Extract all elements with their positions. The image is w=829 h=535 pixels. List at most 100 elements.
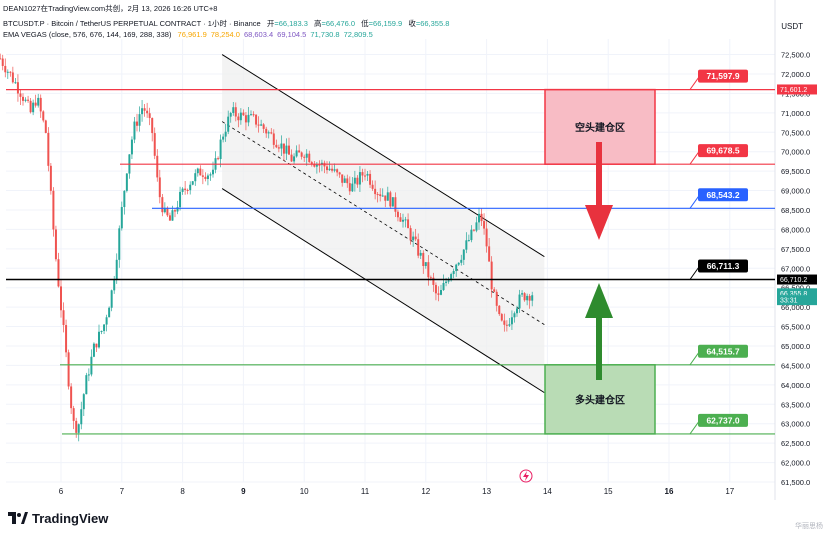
candle-body xyxy=(224,131,227,137)
candle-body xyxy=(217,158,220,160)
candle-body xyxy=(305,153,308,158)
candle-body xyxy=(237,116,240,121)
price-level-label: 69,678.5 xyxy=(706,146,739,156)
candle-body xyxy=(72,408,75,421)
ema-value: 69,104.5 xyxy=(277,30,307,39)
candle-body xyxy=(110,290,113,308)
tradingview-logo[interactable]: TradingView xyxy=(8,508,108,528)
candle-body xyxy=(462,249,465,260)
candle-body xyxy=(531,295,534,301)
candle-body xyxy=(141,108,144,115)
y-tick-label: 65,500.0 xyxy=(781,323,810,332)
y-tick-label: 68,500.0 xyxy=(781,206,810,215)
price-level-badge xyxy=(698,344,748,358)
candle-body xyxy=(181,188,184,192)
candle-body xyxy=(234,107,237,117)
y-tick-label: 63,000.0 xyxy=(781,420,810,429)
candle-body xyxy=(255,114,258,125)
candle-body xyxy=(280,143,283,149)
candle-body xyxy=(303,156,306,158)
lightning-icon[interactable] xyxy=(519,469,533,483)
axis-badge-label: 71,601.2 xyxy=(780,87,807,94)
x-tick-label: 15 xyxy=(604,487,613,496)
axis-badge-label: 66,355.8 xyxy=(780,291,807,298)
y-tick-label: 72,500.0 xyxy=(781,51,810,60)
candle-body xyxy=(412,236,415,241)
candle-body xyxy=(47,132,50,166)
candle-body xyxy=(163,207,166,213)
ohlc-close: 收=66,355.8 xyxy=(408,19,450,28)
y-tick-label: 68,000.0 xyxy=(781,225,810,234)
y-tick-label: 62,000.0 xyxy=(781,459,810,468)
candle-body xyxy=(98,331,100,348)
arrow-down-icon xyxy=(585,142,613,240)
candle-body xyxy=(465,240,468,250)
candle-body xyxy=(92,343,95,357)
y-tick-label: 65,000.0 xyxy=(781,342,810,351)
candle-body xyxy=(130,139,133,155)
candle-body xyxy=(80,409,83,425)
candle-body xyxy=(146,110,149,114)
candle-body xyxy=(318,164,321,166)
candle-body xyxy=(166,207,169,216)
candle-body xyxy=(176,207,179,212)
candle-body xyxy=(57,259,60,287)
ema-value: 72,809.5 xyxy=(343,30,373,39)
candle-body xyxy=(29,100,32,113)
candle-body xyxy=(526,295,529,301)
candle-body xyxy=(488,246,491,262)
candle-body xyxy=(452,271,455,275)
publish-info: DEAN1027在TradingView.com共创，2月 13, 2026 1… xyxy=(3,4,218,13)
candle-body xyxy=(22,96,24,101)
candle-body xyxy=(379,194,382,197)
candle-body xyxy=(358,172,361,185)
candle-body xyxy=(414,236,417,240)
ema-legend[interactable]: EMA VEGAS (close, 576, 676, 144, 169, 28… xyxy=(3,30,381,39)
y-tick-label: 67,000.0 xyxy=(781,264,810,273)
candle-body xyxy=(308,153,311,163)
y-tick-label: 70,000.0 xyxy=(781,148,810,157)
axis-badge-label: 33:31 xyxy=(780,298,798,305)
candle-body xyxy=(450,274,453,281)
ohlc-open: 开=66,183.3 xyxy=(266,19,308,28)
candle-body xyxy=(422,252,425,267)
candle-body xyxy=(239,112,242,121)
candle-body xyxy=(391,197,394,207)
arrow-up-icon xyxy=(585,283,613,380)
y-axis[interactable]: 72,500.072,000.071,500.071,000.070,500.0… xyxy=(781,51,810,487)
candlestick-series xyxy=(0,53,534,442)
candle-body xyxy=(417,239,420,256)
axis-badge xyxy=(777,288,817,299)
candle-body xyxy=(191,181,194,185)
candle-body xyxy=(85,375,88,395)
candle-body xyxy=(158,177,161,198)
candle-body xyxy=(252,114,255,116)
candle-body xyxy=(508,324,511,326)
price-level-label: 71,597.9 xyxy=(706,71,739,81)
x-tick-label: 12 xyxy=(421,487,430,496)
candle-body xyxy=(282,143,285,154)
price-level-badge xyxy=(698,259,748,273)
candle-body xyxy=(331,168,334,171)
candle-body xyxy=(250,114,252,116)
candle-body xyxy=(156,155,159,178)
candle-body xyxy=(523,293,526,301)
candle-body xyxy=(267,132,270,134)
x-tick-label: 10 xyxy=(300,487,309,496)
x-axis[interactable]: 6 7 8 9 10 11 12 13 14 15 16 17 xyxy=(59,487,735,496)
candle-body xyxy=(151,118,154,134)
candle-body xyxy=(70,386,73,409)
symbol-title[interactable]: BTCUSDT.P · Bitcoin / TetherUS PERPETUAL… xyxy=(3,19,261,28)
candle-body xyxy=(300,152,303,157)
ema-value: 76,961.9 xyxy=(177,30,207,39)
zone-label: 空头建仓区 xyxy=(575,121,625,134)
candle-body xyxy=(402,219,404,222)
candle-body xyxy=(376,194,379,196)
candle-body xyxy=(16,82,19,94)
candle-body xyxy=(27,99,30,101)
y-tick-label: 66,000.0 xyxy=(781,303,810,312)
candle-body xyxy=(480,213,483,222)
candle-body xyxy=(338,172,341,175)
